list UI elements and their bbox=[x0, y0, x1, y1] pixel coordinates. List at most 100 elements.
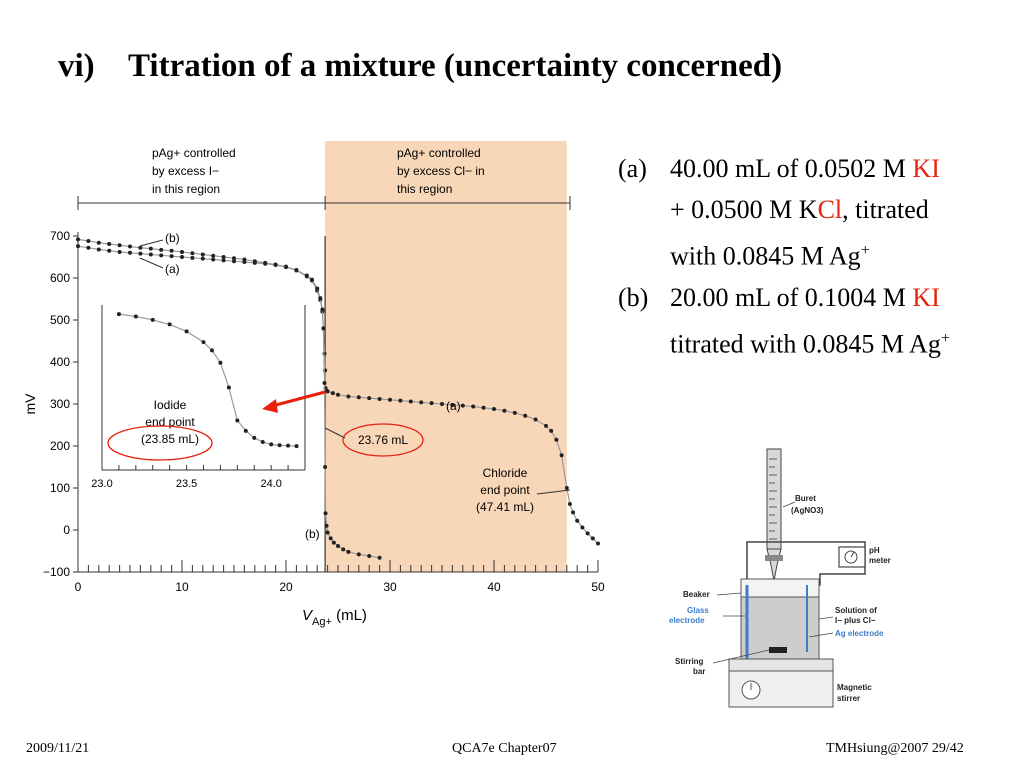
item-text: 20.00 mL of 0.1004 M KI titrated with 0.… bbox=[670, 277, 950, 365]
data-point bbox=[377, 555, 382, 560]
item-label: (b) bbox=[618, 282, 649, 312]
inset-x-tick-label: 24.0 bbox=[260, 478, 281, 490]
ag-electrode-label: Ag electrode bbox=[835, 629, 884, 638]
footer-date: 2009/11/21 bbox=[26, 741, 90, 756]
data-point bbox=[367, 554, 372, 559]
y-tick-label: 500 bbox=[50, 313, 70, 327]
reagent-ki: KI bbox=[912, 282, 940, 312]
data-point bbox=[200, 256, 205, 261]
data-point bbox=[169, 248, 174, 253]
data-point bbox=[322, 381, 327, 385]
data-point bbox=[523, 413, 528, 418]
y-tick-label: 0 bbox=[63, 523, 70, 537]
inset-data-point bbox=[150, 317, 155, 322]
inset-data-point bbox=[260, 439, 265, 444]
data-point bbox=[419, 400, 424, 405]
data-point bbox=[559, 453, 564, 458]
stirrer-label: Magnetic bbox=[837, 683, 872, 692]
data-point bbox=[321, 326, 326, 331]
y-tick-label: −100 bbox=[43, 565, 70, 579]
data-point bbox=[117, 249, 122, 254]
data-point bbox=[481, 405, 486, 410]
item-text-part: 40.00 mL of 0.0502 M bbox=[670, 154, 913, 183]
title-text: Titration of a mixture (uncertainty conc… bbox=[128, 48, 783, 84]
data-point bbox=[96, 247, 101, 252]
data-point bbox=[211, 253, 216, 258]
region-right-label-line: this region bbox=[397, 182, 452, 196]
data-point bbox=[564, 486, 569, 490]
charge-superscript: + bbox=[940, 329, 950, 347]
glass-electrode-label-2: electrode bbox=[669, 616, 705, 625]
data-point bbox=[320, 307, 325, 312]
charge-superscript: + bbox=[860, 242, 870, 259]
stand-icon bbox=[746, 541, 866, 629]
stirring-bar-label: Stirring bbox=[675, 657, 704, 666]
data-point bbox=[408, 399, 413, 404]
marker-ellipse bbox=[342, 423, 424, 457]
data-point bbox=[554, 437, 559, 442]
data-point bbox=[294, 268, 299, 273]
data-point bbox=[325, 530, 330, 535]
data-point bbox=[585, 531, 590, 536]
data-point bbox=[190, 251, 195, 256]
solution-label: Solution of bbox=[835, 606, 877, 615]
data-point bbox=[190, 255, 195, 260]
beaker-label: Beaker bbox=[683, 590, 710, 599]
item-text-part: 20.00 mL of 0.1004 M bbox=[670, 282, 913, 312]
data-point bbox=[284, 264, 288, 269]
data-point bbox=[86, 245, 91, 250]
marker-leader bbox=[324, 427, 346, 439]
data-point bbox=[221, 255, 226, 259]
data-point bbox=[328, 536, 333, 541]
data-point bbox=[567, 501, 572, 506]
data-point bbox=[128, 244, 132, 249]
data-point bbox=[331, 540, 336, 545]
series-label-b: (b) bbox=[305, 527, 320, 541]
y-tick-label: 200 bbox=[50, 439, 70, 453]
data-point bbox=[429, 401, 434, 406]
data-point bbox=[107, 241, 112, 246]
item-text: 40.00 mL of 0.0502 M KI + 0.0500 M KCl, … bbox=[670, 148, 950, 277]
description-list: (a) 40.00 mL of 0.0502 M KI + 0.0500 M K… bbox=[618, 148, 1018, 364]
marker-label: 23.76 mL bbox=[358, 433, 408, 447]
data-point bbox=[318, 296, 323, 301]
list-item-a: (a) 40.00 mL of 0.0502 M KI + 0.0500 M K… bbox=[618, 148, 1018, 277]
chloride-end-point-label: end point bbox=[480, 483, 530, 497]
series-label-b-leader bbox=[139, 239, 164, 247]
data-point bbox=[169, 254, 174, 259]
inset-data-point bbox=[286, 443, 291, 448]
title-number: vi) bbox=[58, 48, 95, 84]
inset-data-point bbox=[269, 442, 274, 447]
data-point bbox=[221, 258, 226, 263]
region-right-label-line: by excess Cl− in bbox=[397, 164, 485, 178]
data-point bbox=[377, 396, 382, 401]
inset-data-point bbox=[201, 340, 206, 345]
data-point bbox=[138, 251, 143, 256]
series-label-b: (b) bbox=[165, 231, 180, 245]
buret-sub-label: (AgNO3) bbox=[791, 506, 824, 515]
data-point bbox=[367, 396, 372, 401]
data-point bbox=[211, 257, 216, 262]
ph-meter-label-2: meter bbox=[869, 556, 891, 565]
item-label: (a) bbox=[618, 154, 647, 183]
inset-data-point bbox=[226, 385, 231, 390]
titration-apparatus: Buret (AgNO3) pH meter Beaker Glass elec… bbox=[669, 448, 891, 708]
data-point bbox=[180, 249, 184, 254]
data-point bbox=[96, 240, 101, 245]
region-left-label-line: by excess I− bbox=[152, 164, 219, 178]
data-point bbox=[159, 253, 164, 258]
buret-icon bbox=[765, 448, 783, 582]
data-point bbox=[76, 244, 80, 249]
data-point bbox=[180, 255, 184, 259]
region-right-label-line: pAg+ controlled bbox=[397, 146, 481, 160]
inset-x-tick-label: 23.0 bbox=[91, 478, 112, 490]
inset-data-point bbox=[184, 329, 189, 334]
data-point bbox=[460, 403, 465, 408]
y-tick-label: 400 bbox=[50, 355, 70, 369]
data-point bbox=[336, 543, 340, 548]
arrow-head bbox=[262, 399, 278, 413]
x-axis-title: VAg+ (mL) bbox=[302, 607, 367, 628]
data-point bbox=[471, 404, 476, 409]
chloride-leader bbox=[536, 489, 570, 495]
data-point bbox=[341, 547, 346, 552]
